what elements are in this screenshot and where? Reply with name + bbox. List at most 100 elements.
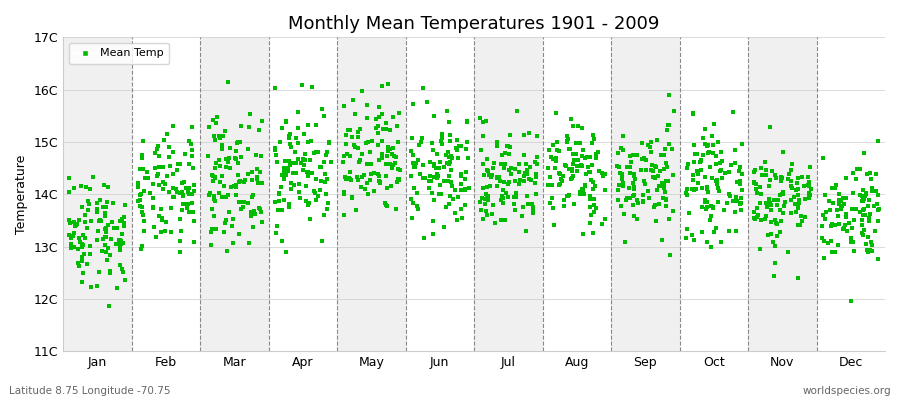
Point [150,146,165,152]
Point [770,175,784,181]
Point [237,179,251,185]
Point [445,183,459,189]
Point [292,181,306,187]
Point [300,169,314,176]
Point [118,277,132,284]
Point [504,164,518,171]
Point [212,157,226,164]
Point [182,138,196,144]
Point [299,198,313,204]
Point [548,110,562,116]
Point [134,209,148,216]
Point [232,178,247,184]
Point [366,169,381,176]
Point [348,207,363,214]
Point [130,179,145,186]
Point [708,225,723,231]
Point [371,171,385,178]
Point [705,132,719,139]
Point [844,225,859,231]
Legend: Mean Temp: Mean Temp [68,43,169,64]
Point [429,172,444,178]
Point [695,185,709,192]
Point [776,189,790,196]
Point [582,168,597,175]
Point [180,204,194,211]
Point [301,139,315,145]
Point [855,222,869,229]
Point [105,219,120,225]
Point [501,179,516,186]
Point [620,164,634,170]
Point [446,196,461,202]
Point [713,160,727,166]
Point [148,165,163,171]
Point [314,164,328,170]
Point [416,162,430,168]
Point [385,151,400,157]
Point [158,181,173,187]
Point [176,193,191,200]
Point [146,181,160,187]
Point [631,200,645,207]
Point [687,237,701,244]
Point [788,200,802,207]
Text: Latitude 8.75 Longitude -70.75: Latitude 8.75 Longitude -70.75 [9,386,170,396]
Point [208,174,222,181]
Point [517,178,531,185]
Point [862,214,877,221]
Point [229,156,243,162]
Point [98,234,112,240]
Point [796,183,811,189]
Point [95,236,110,242]
Point [693,159,707,165]
Point [830,207,844,213]
Point [492,174,507,180]
Point [772,206,787,213]
Point [254,153,268,160]
Point [733,180,747,187]
Point [512,181,526,187]
Point [775,191,789,198]
Point [560,138,574,145]
Point [763,200,778,206]
Point [430,173,445,179]
Point [857,150,871,156]
Point [791,275,806,282]
Point [371,130,385,137]
Point [732,168,746,175]
Point [138,175,152,182]
Point [803,164,817,170]
Point [662,92,676,98]
Point [284,160,298,166]
Point [801,182,815,188]
Point [475,160,490,167]
Point [376,126,391,133]
Point [209,160,223,166]
Point [480,194,494,200]
Point [791,205,806,211]
Point [173,190,187,196]
Point [526,204,541,211]
Point [544,182,559,188]
Point [215,142,230,148]
Point [734,201,748,207]
Point [338,174,352,180]
Point [231,138,246,145]
Point [849,176,863,182]
Point [747,180,761,186]
Point [208,165,222,171]
Point [802,183,816,189]
Point [520,171,535,177]
Point [391,139,405,145]
Point [213,135,228,142]
Point [309,196,323,203]
Point [320,148,334,155]
Point [450,217,464,224]
Point [272,198,286,204]
Point [221,159,236,166]
Point [130,184,145,190]
Point [146,204,160,211]
Point [611,197,625,203]
Point [485,172,500,178]
